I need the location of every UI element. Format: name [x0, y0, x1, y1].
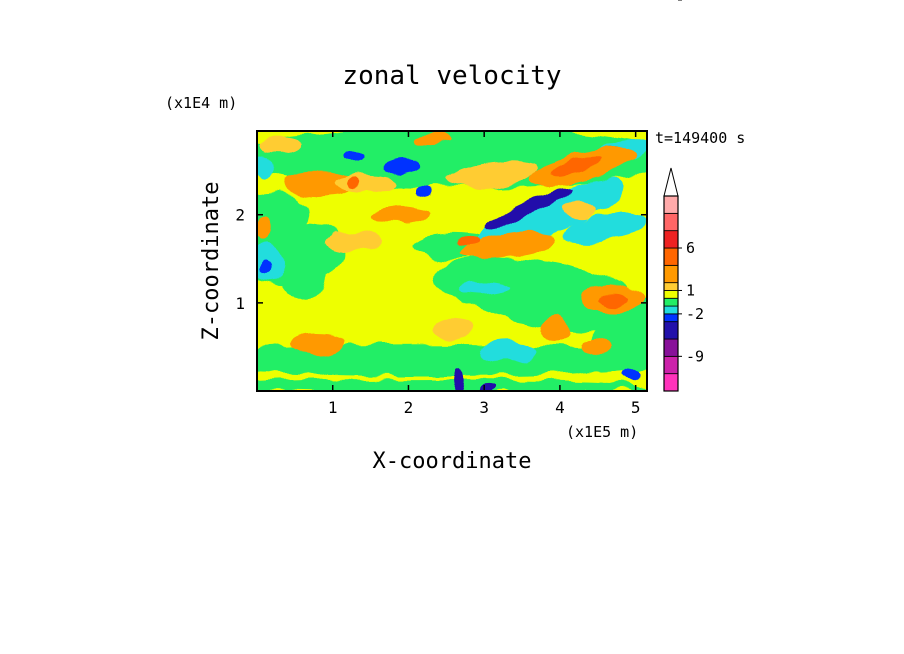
colorbar-segment [663, 321, 679, 340]
colorbar: 15.1 6 1 -2 -9 [663, 0, 722, 392]
field-contour [453, 236, 477, 246]
field-contour [260, 137, 299, 152]
field-contour [484, 186, 575, 229]
colorbar-tick-label: -2 [686, 305, 704, 323]
field-contour [432, 257, 647, 331]
field-contour [346, 152, 365, 163]
x-unit-label: (x1E5 m) [566, 423, 638, 441]
field-contour [434, 318, 473, 340]
plot-frame [256, 130, 648, 392]
x-tick-label: 1 [328, 398, 338, 417]
field-contour [257, 153, 274, 180]
x-tick-label: 5 [631, 398, 641, 417]
field-contour [283, 170, 352, 198]
x-tick-label: 2 [404, 398, 414, 417]
field-contour [332, 175, 394, 193]
colorbar-segment [663, 290, 679, 299]
field-contour [291, 331, 345, 354]
colorbar-segment [663, 282, 679, 291]
colorbar-segment [663, 195, 679, 214]
field-contour [446, 161, 537, 189]
field-contour [328, 230, 382, 252]
colorbar-arrow [663, 167, 679, 197]
colorbar-tick-label: 6 [686, 239, 695, 257]
colorbar-frame [663, 195, 679, 392]
chart-title: zonal velocity [342, 61, 561, 91]
y-unit-label: (x1E4 m) [165, 94, 237, 112]
field-contour [458, 232, 556, 259]
field-contour [478, 384, 498, 391]
colorbar-segment [663, 264, 679, 284]
field-contour [451, 368, 464, 391]
y-tick-label: 2 [235, 206, 245, 225]
field-contour [559, 201, 598, 220]
colorbar-segment [663, 247, 679, 266]
y-axis: 12 [235, 206, 647, 313]
field-contour [549, 157, 601, 176]
field-contour [374, 205, 428, 224]
colorbar-tick-label: -9 [686, 347, 704, 365]
x-axis: 1 2 3 4 5 [328, 131, 641, 417]
colorbar-segment [663, 212, 679, 232]
colorbar-tick-label: 1 [686, 281, 695, 299]
colorbar-segment [663, 355, 679, 375]
y-tick-label: 1 [235, 294, 245, 313]
colorbar-segment [663, 297, 679, 307]
field-contour [257, 344, 647, 377]
colorbar-segment [663, 230, 679, 249]
time-label: t=149400 s [655, 129, 745, 147]
field-contour [540, 316, 572, 343]
field-contour [258, 261, 271, 274]
field-contour [279, 254, 326, 299]
colorbar-tick-label: 15.1 [686, 0, 722, 4]
field-contour [480, 340, 534, 362]
field-contour [344, 178, 360, 190]
field-contour [564, 213, 647, 243]
field-contour [581, 336, 615, 358]
colorbar-segment [663, 338, 679, 357]
field-contour [597, 292, 629, 305]
y-axis-label: Z-coordinate [199, 182, 224, 341]
x-tick-label: 4 [555, 398, 565, 417]
x-axis-label: X-coordinate [373, 449, 532, 474]
field-contour [257, 379, 647, 391]
field-contour [257, 214, 274, 242]
field-contour [412, 134, 451, 146]
field-contour [414, 187, 433, 198]
colorbar-segment [663, 305, 679, 315]
colorbar-segment [663, 313, 679, 323]
plot-area [257, 131, 647, 391]
field-contour [382, 158, 420, 174]
x-tick-label: 3 [479, 398, 489, 417]
field-contour [457, 282, 511, 297]
field-contour [470, 178, 627, 251]
field-contour [622, 367, 641, 380]
colorbar-segment [663, 373, 679, 392]
